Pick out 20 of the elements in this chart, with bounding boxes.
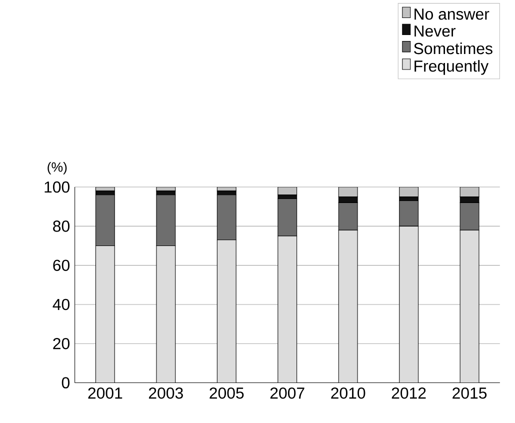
- legend-label: Frequently: [414, 60, 489, 75]
- x-tick-label: 2007: [270, 388, 304, 399]
- y-axis-title: (%): [48, 162, 67, 174]
- x-tick-label: 2012: [392, 388, 426, 399]
- legend-label: Never: [414, 26, 456, 37]
- x-tick-label: 2003: [148, 388, 183, 399]
- y-tick-label: 60: [53, 260, 70, 272]
- bar: [278, 187, 298, 196]
- y-tick-label: 40: [52, 298, 70, 310]
- legend-label: Sometimes: [414, 42, 492, 54]
- x-tick-label: 2015: [452, 388, 487, 399]
- y-tick-label: 80: [53, 220, 70, 232]
- y-tick-label: 100: [44, 181, 70, 193]
- bar: [399, 187, 419, 198]
- x-tick-label: 2005: [210, 388, 244, 399]
- y-tick-label: 0: [62, 377, 70, 388]
- legend-label: No answer: [414, 8, 490, 20]
- x-tick-label: 2001: [88, 388, 122, 399]
- y-tick-label: 20: [53, 338, 70, 350]
- x-tick-label: 2010: [331, 388, 366, 399]
